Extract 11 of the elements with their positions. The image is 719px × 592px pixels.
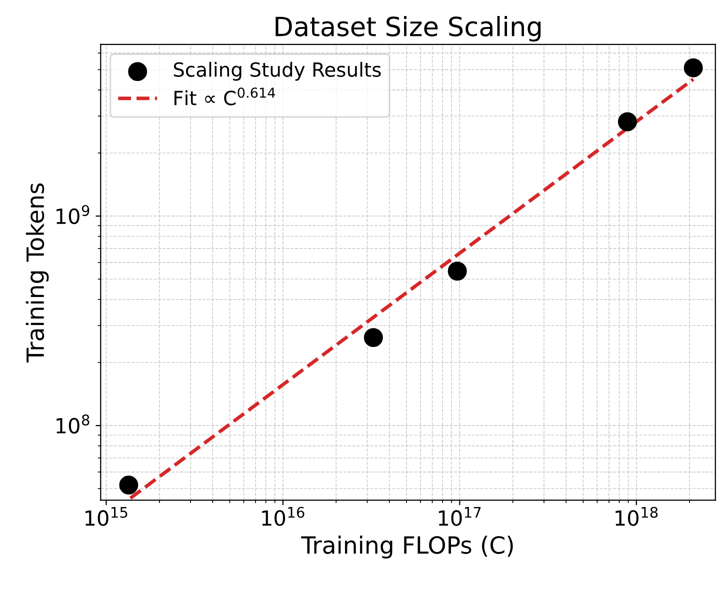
x-tick-label: 10$^{17}$ <box>438 507 481 526</box>
x-tick-label: 10$^{15}$ <box>85 507 128 526</box>
legend-label: Fit ∝ C$^{0.614}$ <box>174 88 276 106</box>
x-tick-label: 10$^{18}$ <box>616 506 658 526</box>
x-axis-title: Training FLOPs (C) <box>301 536 513 559</box>
x-tick-label: 10$^{16}$ <box>262 506 304 526</box>
chart-title: Dataset Size Scaling <box>276 16 541 42</box>
legend-label: Scaling Study Results <box>174 62 381 81</box>
y-tick-label: 10$^{8}$ <box>56 414 90 434</box>
y-axis-title: Training Tokens <box>26 183 49 362</box>
y-tick-label: 10$^{9}$ <box>56 205 90 224</box>
